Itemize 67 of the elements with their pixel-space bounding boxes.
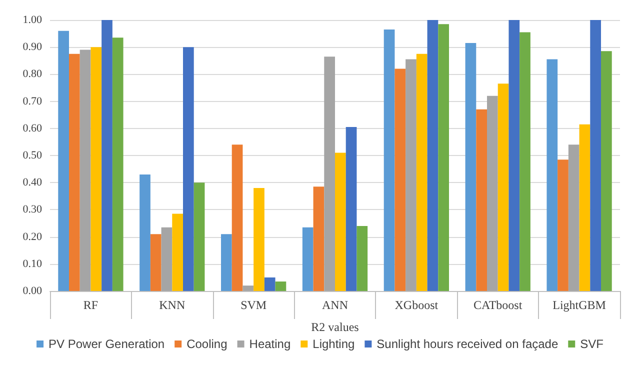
y-tick-label: 0.70 <box>22 95 42 108</box>
y-tick-label: 0.30 <box>22 204 42 216</box>
y-tick-label: 1.00 <box>22 14 42 26</box>
legend-label: SVF <box>580 337 604 351</box>
x-tick-label: SVM <box>240 298 267 312</box>
bar <box>313 186 324 291</box>
bar <box>356 226 368 291</box>
bar <box>335 152 346 291</box>
bar <box>427 20 438 291</box>
bar <box>394 68 406 291</box>
bar <box>221 234 232 291</box>
bar <box>508 20 520 291</box>
y-tick-label: 0.20 <box>22 230 42 243</box>
y-tick-label: 0.10 <box>22 258 42 270</box>
bar <box>324 56 335 291</box>
bar <box>150 234 162 291</box>
y-tick-label: 0.50 <box>22 150 42 162</box>
x-tick-label: KNN <box>159 298 186 312</box>
bar <box>90 47 102 291</box>
y-tick-label: 0.00 <box>22 285 42 297</box>
bar <box>465 43 476 291</box>
bar <box>80 50 91 291</box>
legend-label: Sunlight hours received on façade <box>376 337 558 351</box>
y-tick-label: 0.90 <box>22 41 42 54</box>
bar <box>546 59 558 291</box>
bar <box>520 32 530 291</box>
bar <box>346 127 357 291</box>
bar <box>476 109 487 291</box>
y-tick-label: 0.40 <box>22 176 42 189</box>
x-tick-label: ANN <box>322 298 348 312</box>
bar <box>58 30 69 291</box>
legend-label: Lighting <box>312 337 355 351</box>
bar <box>590 20 601 291</box>
bar <box>275 282 286 291</box>
bar <box>232 144 243 291</box>
bar <box>487 96 498 291</box>
legend-label: PV Power Generation <box>48 337 165 351</box>
bar <box>194 182 205 291</box>
x-tick-label: CATboost <box>474 298 523 312</box>
x-axis-title: R2 values <box>311 320 360 334</box>
bar <box>172 214 183 291</box>
bar <box>302 227 314 291</box>
bar <box>498 84 509 291</box>
bar <box>242 286 254 291</box>
legend-label: Cooling <box>186 337 228 351</box>
bar <box>558 160 568 291</box>
bar <box>568 144 580 291</box>
bar <box>254 188 264 291</box>
x-tick-label: LightGBM <box>552 298 606 312</box>
bar <box>406 59 416 291</box>
bar <box>601 51 612 291</box>
bar <box>438 24 449 291</box>
bar <box>102 20 112 291</box>
bar <box>112 38 124 291</box>
bar <box>161 227 172 291</box>
x-tick-label: RF <box>83 298 98 312</box>
bar <box>69 54 80 291</box>
bar <box>416 54 428 291</box>
y-tick-label: 0.80 <box>22 68 42 80</box>
legend-label: Heating <box>249 337 291 351</box>
bar <box>140 174 150 291</box>
x-tick-label: XGboost <box>394 298 439 312</box>
bar <box>264 277 276 291</box>
bar <box>384 29 395 291</box>
bar <box>579 124 590 291</box>
bar <box>183 47 194 291</box>
y-tick-label: 0.60 <box>22 122 42 134</box>
